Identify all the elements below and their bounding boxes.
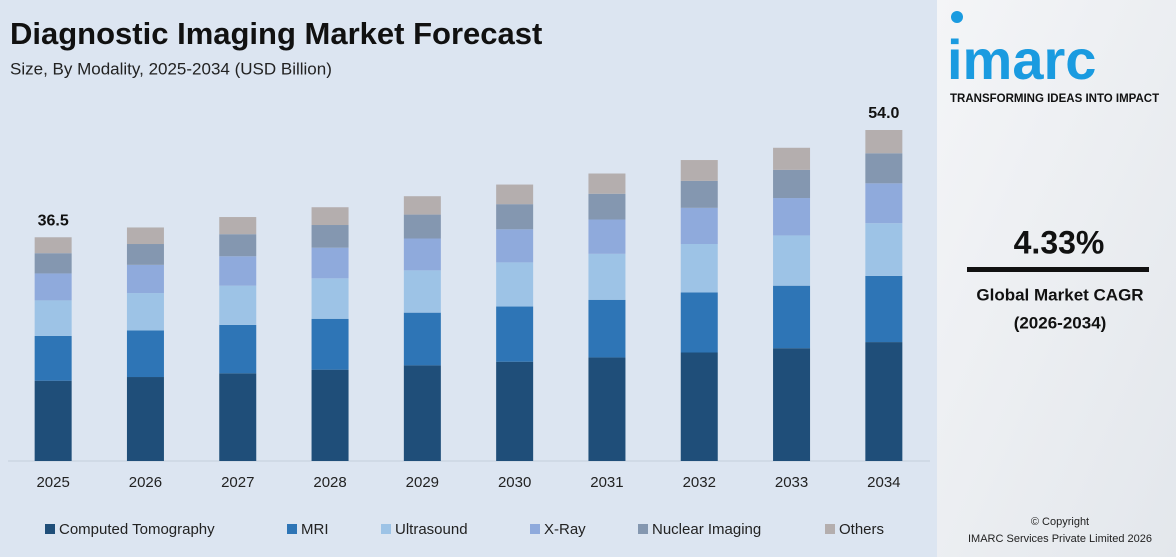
- legend-label: Nuclear Imaging: [652, 521, 761, 538]
- sidebar-background: [937, 0, 1176, 557]
- bar-segment: [496, 262, 534, 307]
- legend-swatch: [638, 524, 648, 534]
- bar-segment: [680, 244, 718, 293]
- bar-segment: [311, 207, 349, 226]
- legend-swatch: [825, 524, 835, 534]
- x-tick-label: 2027: [221, 474, 254, 491]
- x-tick-label: 2031: [590, 474, 623, 491]
- bar-segment: [311, 225, 349, 248]
- bar-segment: [126, 377, 164, 461]
- bar-segment: [311, 369, 349, 461]
- bar-segment: [865, 130, 903, 154]
- logo: imarc: [947, 28, 1096, 91]
- x-tick-label: 2025: [36, 474, 69, 491]
- bar-segment: [773, 348, 811, 461]
- bar-segment: [403, 312, 441, 366]
- bar-segment: [126, 227, 164, 245]
- x-tick-label: 2026: [129, 474, 162, 491]
- total-label: 36.5: [38, 212, 69, 229]
- bar-segment: [126, 293, 164, 331]
- bar-segment: [588, 193, 626, 220]
- chart-subtitle: Size, By Modality, 2025-2034 (USD Billio…: [10, 59, 332, 78]
- legend-label: Others: [839, 521, 884, 538]
- bar-segment: [219, 285, 257, 325]
- x-tick-label: 2028: [313, 474, 346, 491]
- bar-segment: [865, 275, 903, 343]
- bar-segment: [126, 264, 164, 294]
- company: IMARC Services Private Limited 2026: [968, 533, 1152, 545]
- chart-title: Diagnostic Imaging Market Forecast: [10, 16, 542, 51]
- legend-swatch: [381, 524, 391, 534]
- bar-segment: [496, 361, 534, 461]
- legend-label: Computed Tomography: [59, 521, 215, 538]
- bar-segment: [865, 183, 903, 224]
- legend-swatch: [530, 524, 540, 534]
- bar-segment: [496, 184, 534, 205]
- legend-label: Ultrasound: [395, 521, 468, 538]
- total-label: 54.0: [868, 105, 899, 122]
- bar-segment: [773, 169, 811, 199]
- bar-segment: [588, 173, 626, 194]
- bar-segment: [219, 324, 257, 374]
- bar-segment: [773, 235, 811, 286]
- bar-segment: [588, 357, 626, 461]
- bar-segment: [773, 285, 811, 349]
- x-tick-label: 2032: [683, 474, 716, 491]
- bar-segment: [126, 244, 164, 265]
- bar-segment: [773, 198, 811, 236]
- bar-segment: [34, 237, 72, 254]
- legend-swatch: [45, 524, 55, 534]
- bar-segment: [680, 207, 718, 245]
- bar-segment: [34, 335, 72, 381]
- copyright: © Copyright: [1031, 516, 1089, 528]
- bar-segment: [34, 253, 72, 274]
- x-tick-label: 2033: [775, 474, 808, 491]
- bar-segment: [496, 229, 534, 263]
- bar-segment: [403, 214, 441, 239]
- bar-segment: [219, 256, 257, 286]
- bar-segment: [219, 234, 257, 257]
- legend-label: X-Ray: [544, 521, 586, 538]
- bar-segment: [34, 300, 72, 336]
- bar-segment: [680, 180, 718, 208]
- bar-segment: [773, 147, 811, 170]
- cagr-value: 4.33%: [1014, 224, 1105, 260]
- tagline: TRANSFORMING IDEAS INTO IMPACT: [950, 93, 1159, 105]
- bar-segment: [865, 342, 903, 461]
- x-tick-label: 2029: [406, 474, 439, 491]
- bar-segment: [496, 204, 534, 230]
- cagr-period: (2026-2034): [1014, 313, 1107, 332]
- bar-segment: [588, 253, 626, 300]
- logo-dot: [951, 11, 963, 23]
- cagr-rule: [967, 267, 1149, 272]
- bar-segment: [311, 247, 349, 279]
- bar-segment: [588, 299, 626, 358]
- cagr-label: Global Market CAGR: [976, 285, 1143, 304]
- bar-segment: [311, 278, 349, 319]
- bar-segment: [311, 318, 349, 370]
- bar-segment: [865, 153, 903, 184]
- bar-segment: [588, 219, 626, 254]
- bar-segment: [680, 352, 718, 461]
- bar-segment: [403, 270, 441, 313]
- x-tick-label: 2034: [867, 474, 900, 491]
- bar-segment: [219, 373, 257, 461]
- bar-segment: [34, 380, 72, 461]
- bar-segment: [680, 292, 718, 353]
- legend-label: MRI: [301, 521, 329, 538]
- bar-segment: [403, 196, 441, 215]
- bar-segment: [496, 306, 534, 362]
- bar-segment: [680, 160, 718, 181]
- bar-segment: [126, 330, 164, 378]
- x-tick-label: 2030: [498, 474, 531, 491]
- legend-swatch: [287, 524, 297, 534]
- bar-segment: [403, 365, 441, 461]
- bar-segment: [219, 217, 257, 235]
- bar-segment: [403, 238, 441, 271]
- bar-segment: [865, 223, 903, 276]
- bar-segment: [34, 273, 72, 301]
